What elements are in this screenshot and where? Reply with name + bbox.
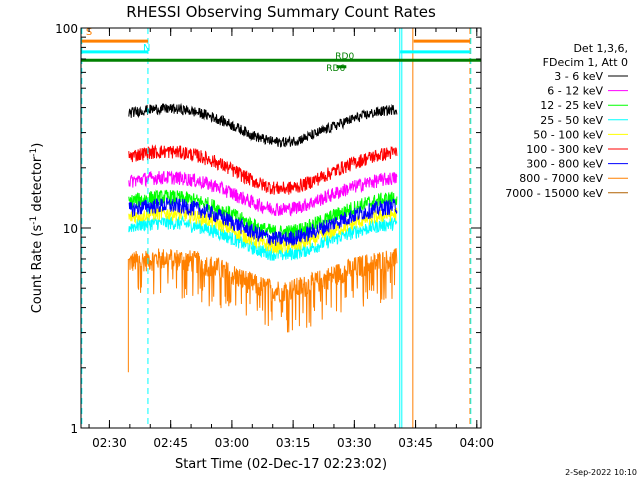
x-tick-label-5: 03:45 bbox=[398, 436, 433, 450]
y-axis-label-sup1: -1 bbox=[29, 216, 39, 225]
y-tick-label-0: 1 bbox=[70, 422, 78, 436]
series-line-5 bbox=[128, 144, 398, 195]
y-tick-label-2: 100 bbox=[55, 22, 78, 36]
series-line-4 bbox=[128, 206, 398, 255]
x-tick-label-1: 02:45 bbox=[153, 436, 188, 450]
x-axis-label: Start Time (02-Dec-17 02:23:02) bbox=[175, 457, 387, 472]
footer-date: 2-Sep-2022 10:10 bbox=[565, 468, 637, 477]
flag-label-S: S bbox=[86, 27, 92, 38]
series-line-1 bbox=[128, 170, 398, 217]
flags-layer: S N RD0 RD6 bbox=[81, 27, 481, 428]
y-axis-label-sup2: -1 bbox=[29, 148, 39, 157]
x-tick-label-4: 03:30 bbox=[337, 436, 372, 450]
rd-label-RD6: RD6 bbox=[326, 64, 345, 74]
y-axis-label: Count Rate (s-1 detector-1) bbox=[29, 143, 45, 314]
legend-label-3: 25 - 50 keV bbox=[540, 114, 603, 127]
rd-label-RD0: RD0 bbox=[335, 52, 354, 62]
y-axis-label-main: Count Rate (s bbox=[30, 225, 45, 314]
legend-label-8: 7000 - 15000 keV bbox=[505, 187, 603, 200]
y-axis-label-end: ) bbox=[30, 143, 45, 148]
legend-label-2: 12 - 25 keV bbox=[540, 99, 603, 112]
x-tick-label-3: 03:15 bbox=[276, 436, 311, 450]
x-tick-label-6: 04:00 bbox=[459, 436, 494, 450]
ticks-layer: 02:30 02:45 03:00 03:15 03:30 03:45 04:00 1 10 10… bbox=[55, 22, 494, 450]
legend-header-1: Det 1,3,6, bbox=[573, 42, 628, 55]
chart-title: RHESSI Observing Summary Count Rates bbox=[126, 3, 436, 21]
x-tick-label-2: 03:00 bbox=[215, 436, 250, 450]
x-tick-label-0: 02:30 bbox=[92, 436, 127, 450]
series-line-6 bbox=[128, 197, 398, 246]
legend-label-6: 300 - 800 keV bbox=[526, 158, 603, 171]
y-axis-label-mid: detector bbox=[30, 156, 45, 216]
series-line-2 bbox=[128, 189, 398, 241]
legend-label-7: 800 - 7000 keV bbox=[519, 172, 603, 185]
legend-header-2: FDecim 1, Att 0 bbox=[543, 56, 628, 69]
y-tick-label-1: 10 bbox=[63, 222, 78, 236]
legend-label-1: 6 - 12 keV bbox=[547, 85, 603, 98]
series-line-3 bbox=[128, 215, 398, 261]
legend-label-4: 50 - 100 keV bbox=[533, 128, 603, 141]
flag-label-N: N bbox=[143, 43, 150, 54]
series-line-7 bbox=[128, 248, 398, 333]
series-layer bbox=[127, 102, 398, 373]
legend-label-0: 3 - 6 keV bbox=[554, 70, 603, 83]
series-line-0 bbox=[128, 102, 398, 148]
legend-label-5: 100 - 300 keV bbox=[526, 143, 603, 156]
